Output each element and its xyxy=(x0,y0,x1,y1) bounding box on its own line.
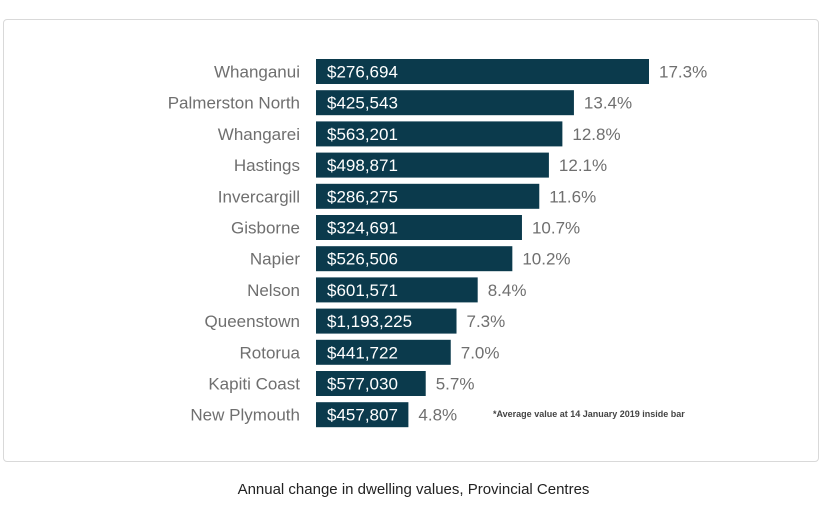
bar-inside-label: $457,807 xyxy=(327,406,398,425)
bar-value-label: 7.0% xyxy=(461,343,500,362)
bar-inside-label: $601,571 xyxy=(327,281,398,300)
chart-note: *Average value at 14 January 2019 inside… xyxy=(493,409,685,419)
bar-inside-label: $498,871 xyxy=(327,156,398,175)
bar xyxy=(316,90,574,116)
category-label: Whanganui xyxy=(214,63,300,82)
bar-inside-label: $276,694 xyxy=(327,63,398,82)
category-label: Gisborne xyxy=(231,219,300,238)
bar xyxy=(316,371,426,396)
bar xyxy=(316,183,540,209)
bar-inside-label: $526,506 xyxy=(327,250,398,269)
bar-value-label: 7.3% xyxy=(467,312,506,331)
bar-inside-label: $324,691 xyxy=(327,219,398,238)
bar-value-label: 17.3% xyxy=(659,63,707,82)
category-label: Queenstown xyxy=(205,312,300,331)
bar xyxy=(316,339,451,365)
bar xyxy=(316,215,522,240)
bar-value-label: 12.1% xyxy=(559,156,607,175)
bar-value-label: 10.7% xyxy=(532,219,580,238)
category-label: Hastings xyxy=(234,156,300,175)
bar-value-label: 10.2% xyxy=(522,250,570,269)
bar-inside-label: $441,722 xyxy=(327,343,398,362)
bar-inside-label: $286,275 xyxy=(327,187,398,206)
bar xyxy=(316,277,478,303)
bar-value-label: 8.4% xyxy=(488,281,527,300)
bars-group: Whanganui $276,694 17.3% Palmerston North $4… xyxy=(168,59,707,428)
category-label: Napier xyxy=(250,250,300,269)
bar-inside-label: $577,030 xyxy=(327,375,398,394)
bar xyxy=(316,308,457,334)
bar-value-label: 13.4% xyxy=(584,94,632,113)
bar xyxy=(316,246,513,272)
category-label: Whangarei xyxy=(218,125,300,144)
bar xyxy=(316,59,649,84)
bar-inside-label: $563,201 xyxy=(327,125,398,144)
category-label: Kapiti Coast xyxy=(208,375,300,394)
category-label: Palmerston North xyxy=(168,94,300,113)
category-label: Rotorua xyxy=(240,343,301,362)
bar-value-label: 12.8% xyxy=(572,125,620,144)
bar-value-label: 4.8% xyxy=(418,406,457,425)
bar xyxy=(316,152,549,178)
chart-caption: Annual change in dwelling values, Provin… xyxy=(237,481,590,498)
bar-value-label: 11.6% xyxy=(549,187,596,206)
bar-inside-label: $1,193,225 xyxy=(327,312,412,331)
category-label: Invercargill xyxy=(218,187,300,206)
bar xyxy=(316,402,409,428)
category-label: Nelson xyxy=(247,281,300,300)
category-label: New Plymouth xyxy=(190,406,300,425)
bar-value-label: 5.7% xyxy=(436,375,475,394)
bar-inside-label: $425,543 xyxy=(327,94,398,113)
bar xyxy=(316,121,563,147)
